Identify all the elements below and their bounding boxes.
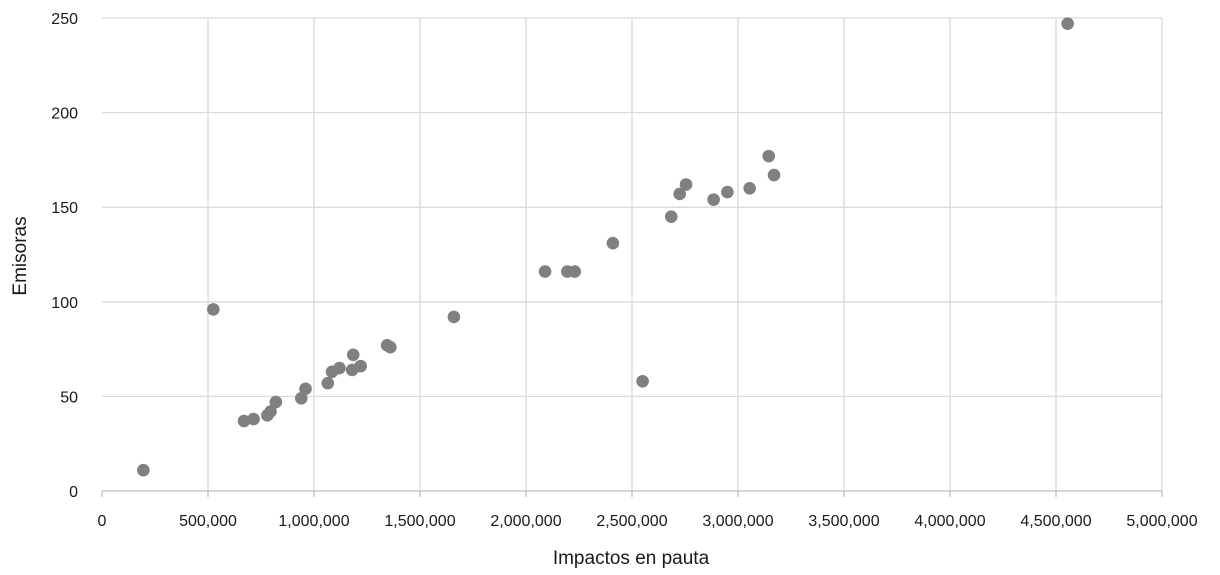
data-point [673, 187, 686, 201]
data-point [447, 310, 461, 324]
data-point [767, 168, 781, 182]
y-tick-label: 0 [69, 484, 78, 501]
data-point [384, 340, 397, 354]
x-tick-label: 1,500,000 [384, 513, 455, 530]
x-tick-label: 4,000,000 [914, 513, 985, 530]
data-point [707, 193, 720, 206]
x-tick-label: 2,500,000 [596, 513, 667, 530]
data-point [606, 236, 620, 250]
data-point [762, 149, 776, 163]
x-tick-label: 500,000 [179, 513, 237, 530]
data-point [321, 376, 335, 390]
y-tick-label: 250 [51, 11, 78, 28]
data-point [354, 359, 367, 373]
x-tick-label: 4,500,000 [1020, 513, 1091, 530]
grid-layer [102, 17, 1163, 491]
x-axis-title: Impactos en pauta [553, 548, 710, 569]
data-point [721, 185, 734, 199]
x-tick-label: 1,000,000 [278, 513, 349, 530]
x-tick-label: 3,000,000 [702, 513, 773, 530]
data-point [664, 210, 678, 223]
x-tick-label: 5,000,000 [1126, 513, 1197, 530]
data-point [743, 181, 756, 195]
x-tick-label: 3,500,000 [808, 513, 879, 530]
data-point [538, 265, 552, 278]
data-point [636, 374, 649, 388]
x-tick-label: 0 [98, 513, 107, 530]
y-tick-label: 150 [51, 200, 78, 217]
data-point [294, 391, 308, 405]
data-point [264, 405, 277, 418]
y-tick-label: 200 [51, 106, 78, 123]
x-tick-label: 2,000,000 [490, 513, 561, 530]
data-point [1061, 17, 1074, 30]
data-point [137, 463, 150, 477]
y-tick-label: 50 [60, 389, 78, 406]
axis-layer: 0 500,000 1,000,000 1,500,000 2,000,000 2,500… [51, 11, 1197, 530]
data-point [568, 265, 582, 278]
data-point [269, 395, 283, 409]
data-point [346, 348, 360, 362]
data-point [679, 178, 693, 191]
y-axis-title: Emisoras [10, 216, 31, 295]
data-point [237, 414, 251, 428]
data-point [299, 382, 312, 396]
data-point [247, 412, 260, 426]
y-tick-label: 100 [51, 295, 78, 312]
points-layer [137, 17, 1074, 477]
data-point [207, 303, 220, 316]
data-point [333, 361, 346, 375]
